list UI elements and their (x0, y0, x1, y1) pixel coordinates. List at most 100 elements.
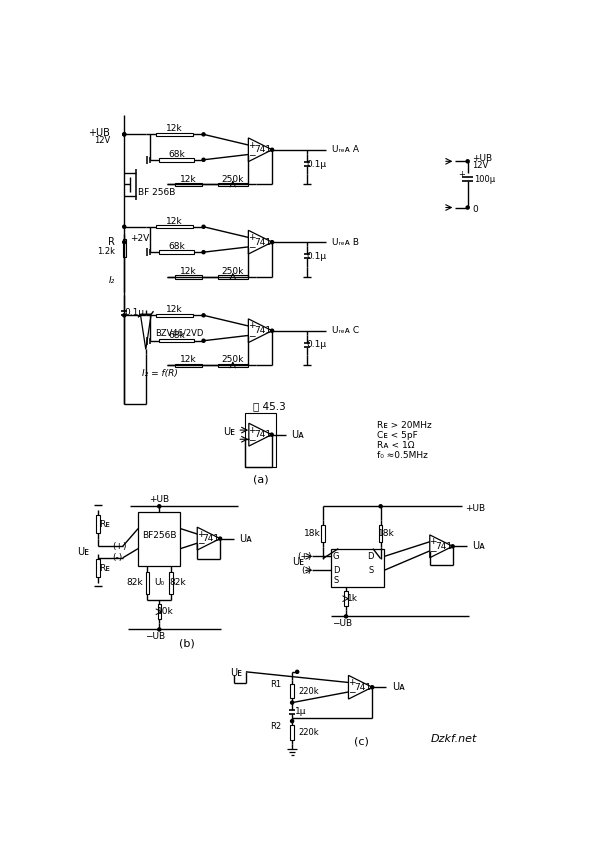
Text: 0.1μ: 0.1μ (124, 308, 145, 317)
Circle shape (202, 339, 205, 343)
Text: +: + (248, 141, 256, 149)
Text: (+): (+) (112, 542, 127, 551)
Circle shape (270, 433, 273, 436)
Circle shape (122, 133, 126, 135)
Bar (156, 133, 193, 136)
Circle shape (202, 158, 205, 161)
Text: G: G (333, 551, 339, 561)
Text: 18k: 18k (304, 529, 320, 539)
Text: −: − (248, 243, 256, 251)
Circle shape (158, 505, 161, 507)
Text: 12k: 12k (166, 124, 183, 134)
Circle shape (202, 133, 205, 135)
Text: +: + (348, 678, 355, 687)
Text: Uᴀ: Uᴀ (239, 533, 252, 544)
Bar (321, 525, 325, 542)
Text: 68k: 68k (168, 243, 185, 251)
Text: R1: R1 (270, 680, 281, 690)
Circle shape (466, 206, 469, 209)
Text: f₀ ≈0.5MHz: f₀ ≈0.5MHz (377, 451, 428, 460)
Circle shape (122, 225, 126, 229)
Text: Cᴇ < 5pF: Cᴇ < 5pF (377, 431, 418, 440)
Text: Rᴇ: Rᴇ (99, 564, 110, 573)
Text: S: S (334, 576, 338, 585)
Bar (245, 413, 275, 467)
Bar (160, 339, 194, 343)
Circle shape (218, 537, 221, 540)
Text: 250k: 250k (221, 174, 244, 184)
Circle shape (271, 148, 274, 151)
Text: +: + (248, 321, 256, 331)
Bar (379, 525, 382, 542)
Text: Uᴀ: Uᴀ (291, 430, 304, 439)
Text: 741: 741 (202, 534, 220, 543)
Text: Uᴇ: Uᴇ (292, 557, 304, 568)
Text: 741: 741 (254, 145, 271, 154)
Text: Uᴀ: Uᴀ (392, 683, 405, 692)
Circle shape (122, 314, 126, 317)
Text: −: − (248, 435, 256, 444)
Circle shape (296, 671, 299, 673)
Bar (344, 591, 348, 606)
Text: (a): (a) (253, 475, 269, 484)
Text: 1k: 1k (347, 594, 358, 603)
Text: Rᴀ < 1Ω: Rᴀ < 1Ω (377, 441, 414, 450)
Text: Uᴀ: Uᴀ (472, 541, 485, 551)
Text: +2V: +2V (130, 234, 149, 243)
Circle shape (379, 505, 382, 507)
Bar (175, 275, 202, 279)
Circle shape (122, 241, 126, 243)
Text: −: − (248, 331, 256, 340)
Text: BF256B: BF256B (142, 531, 176, 540)
Circle shape (344, 614, 347, 618)
Text: (-): (-) (112, 553, 122, 563)
Text: 10k: 10k (157, 608, 174, 616)
Text: 0.1μ: 0.1μ (307, 160, 327, 168)
Text: 12k: 12k (180, 174, 197, 184)
Text: +: + (248, 425, 256, 435)
Circle shape (271, 241, 274, 243)
Text: 12k: 12k (166, 217, 183, 226)
Text: Uᵣₑᴀ B: Uᵣₑᴀ B (332, 237, 359, 247)
Circle shape (290, 720, 293, 722)
Bar (97, 559, 100, 577)
Circle shape (202, 314, 205, 317)
Text: 100μ: 100μ (475, 174, 496, 184)
Text: 741: 741 (254, 237, 271, 247)
Text: S: S (368, 565, 373, 575)
Bar (156, 225, 193, 229)
Bar (331, 549, 385, 587)
Bar (290, 683, 294, 698)
Text: 741: 741 (354, 683, 371, 692)
Circle shape (466, 160, 469, 163)
Text: +UB: +UB (466, 504, 485, 513)
Text: BF 256B: BF 256B (138, 187, 175, 197)
Text: 12k: 12k (166, 306, 183, 314)
Circle shape (290, 701, 293, 704)
Text: 0: 0 (472, 205, 478, 213)
Text: −: − (348, 688, 355, 696)
Text: D: D (367, 551, 374, 561)
Text: 82k: 82k (169, 578, 185, 588)
Text: 1μ: 1μ (295, 708, 307, 716)
Text: R2: R2 (270, 722, 281, 731)
Text: I₂: I₂ (109, 276, 115, 285)
Text: +UB: +UB (149, 494, 169, 504)
Bar (218, 363, 248, 367)
Circle shape (371, 686, 374, 689)
Text: −UB: −UB (145, 632, 166, 641)
Text: (c): (c) (354, 736, 369, 746)
Text: −: − (197, 539, 204, 548)
Text: +: + (458, 170, 465, 179)
Text: 741: 741 (254, 430, 271, 439)
Bar (160, 250, 194, 254)
Text: Dzkf.net: Dzkf.net (431, 734, 477, 744)
Text: Rᴇ > 20MHz: Rᴇ > 20MHz (377, 421, 431, 430)
Text: BZV46/2VD: BZV46/2VD (155, 329, 203, 337)
Text: 1.2k: 1.2k (97, 248, 115, 256)
Bar (218, 183, 248, 186)
Text: 68k: 68k (168, 150, 185, 159)
Text: (-): (-) (301, 565, 311, 575)
Text: 0.1μ: 0.1μ (307, 252, 327, 261)
Text: 18k: 18k (377, 529, 394, 539)
